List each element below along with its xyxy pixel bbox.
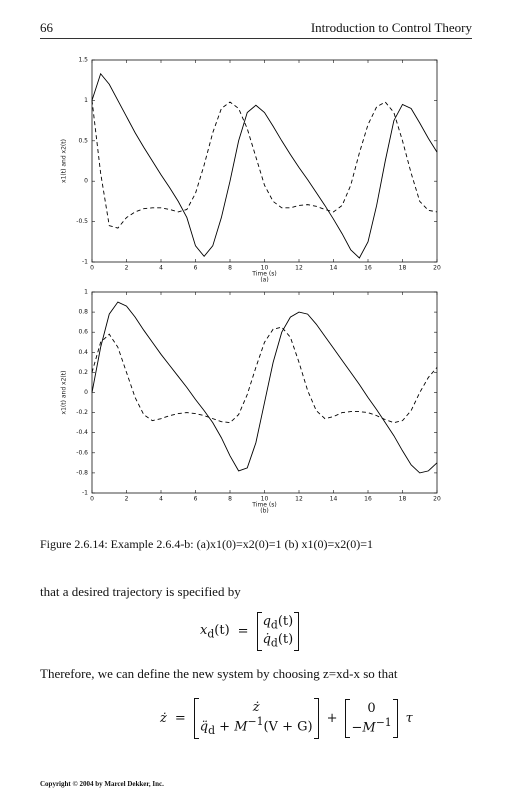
matrix: ż q̈d + M−1(V + G)	[193, 698, 319, 739]
x-tick-label: 18	[399, 265, 407, 272]
x-tick-label: 16	[364, 265, 372, 272]
x-tick-label: 2	[125, 265, 129, 272]
y-tick-label: -0.2	[76, 409, 88, 416]
line-series	[91, 100, 438, 229]
x-tick-label: 6	[194, 496, 198, 503]
y-tick-label: 0.5	[78, 137, 88, 144]
line-series	[91, 72, 438, 259]
y-tick-label: -0.8	[76, 469, 88, 476]
equation: ż = ż q̈d + M−1(V + G) + 0 −M−1 τ	[160, 698, 413, 739]
matrix-entry: ż	[252, 700, 260, 715]
symbol: q̇	[262, 631, 271, 647]
y-tick-label: 0.8	[78, 309, 88, 316]
x-tick-label: 8	[228, 496, 232, 503]
y-tick-label: 0.4	[78, 349, 88, 356]
matrix-entry: q̈d + M−1(V + G)	[200, 715, 313, 737]
y-tick-label: 0	[84, 178, 88, 185]
y-tick-label: -0.6	[76, 449, 88, 456]
plot-frame	[91, 291, 438, 494]
symbol: x	[200, 622, 208, 638]
subscript: d	[207, 627, 215, 641]
subscript: d	[270, 636, 278, 650]
matrix-entry: q̇d(t)	[263, 632, 294, 650]
panel-label: (b)	[260, 508, 269, 515]
plus: +	[326, 710, 338, 726]
x-tick-label: 20	[433, 265, 441, 272]
panel-label: (a)	[260, 277, 268, 284]
argument: (t)	[214, 622, 230, 638]
y-tick-label: 1.5	[78, 57, 88, 64]
x-tick-label: 10	[261, 265, 269, 272]
y-tick-label: 0.6	[78, 329, 88, 336]
x-tick-label: 0	[90, 265, 94, 272]
header-rule	[40, 38, 472, 39]
y-tick-label: -1	[82, 490, 88, 497]
matrix-entry: 0	[367, 701, 376, 717]
x-tick-label: 4	[159, 265, 163, 272]
y-tick-label: -0.4	[76, 429, 88, 436]
superscript: −1	[375, 716, 392, 730]
x-tick-label: 2	[125, 496, 129, 503]
symbol: τ	[405, 710, 413, 726]
symbol: M	[234, 719, 248, 735]
paragraph: that a desired trajectory is specified b…	[40, 584, 241, 599]
y-axis-label: x1(t) and x2(t)	[61, 139, 68, 183]
symbol: q̈	[199, 719, 209, 735]
matrix: 0 −M−1	[345, 699, 398, 738]
footer: Copyright © 2004 by Marcel Dekker, Inc.	[40, 780, 164, 788]
paragraph: Therefore, we can define the new system …	[40, 666, 398, 681]
y-tick-label: 0	[84, 389, 88, 396]
x-tick-label: 14	[330, 496, 338, 503]
subscript: d	[270, 618, 278, 632]
running-title: Introduction to Control Theory	[310, 20, 472, 35]
symbol: (V + G)	[263, 719, 313, 735]
x-tick-label: 4	[159, 496, 163, 503]
matrix-entry: −M−1	[351, 716, 391, 735]
figure-caption: Figure 2.6.14: Example 2.6.4-b: (a)x1(0)…	[40, 537, 373, 551]
x-tick-label: 12	[295, 496, 303, 503]
x-tick-label: 16	[364, 496, 372, 503]
symbol: −M	[351, 720, 376, 736]
argument: (t)	[277, 614, 294, 629]
line-series	[91, 301, 438, 474]
x-tick-label: 18	[399, 496, 407, 503]
symbol: +	[215, 719, 235, 735]
matrix-entry: qd(t)	[263, 614, 294, 632]
superscript: −1	[247, 715, 264, 728]
equation: xd(t) = qd(t) q̇d(t)	[200, 612, 300, 652]
line-series	[91, 326, 438, 424]
y-tick-label: -1	[82, 259, 88, 266]
symbol: q	[262, 614, 271, 629]
x-tick-label: 14	[330, 265, 338, 272]
x-axis-label: Time (s)	[251, 502, 276, 509]
x-tick-label: 0	[90, 496, 94, 503]
y-tick-label: 1	[84, 289, 88, 296]
equals: =	[237, 624, 249, 640]
y-tick-label: 0.2	[78, 369, 88, 376]
y-axis-label: x1(t) and x2(t)	[61, 371, 68, 415]
x-tick-label: 10	[261, 496, 269, 503]
equation-lhs: ż	[160, 710, 167, 726]
equals: =	[174, 710, 186, 726]
matrix: qd(t) q̇d(t)	[256, 612, 300, 652]
y-tick-label: 1	[84, 97, 88, 104]
y-tick-label: -0.5	[76, 218, 88, 225]
x-tick-label: 20	[433, 496, 441, 503]
subscript: d	[208, 723, 216, 737]
argument: (t)	[277, 631, 294, 647]
equation-lhs: xd(t)	[200, 623, 230, 641]
x-tick-label: 8	[228, 265, 232, 272]
page-number: 66	[40, 20, 53, 35]
x-axis-label: Time (s)	[251, 271, 276, 278]
x-tick-label: 12	[295, 265, 303, 272]
x-tick-label: 6	[194, 265, 198, 272]
